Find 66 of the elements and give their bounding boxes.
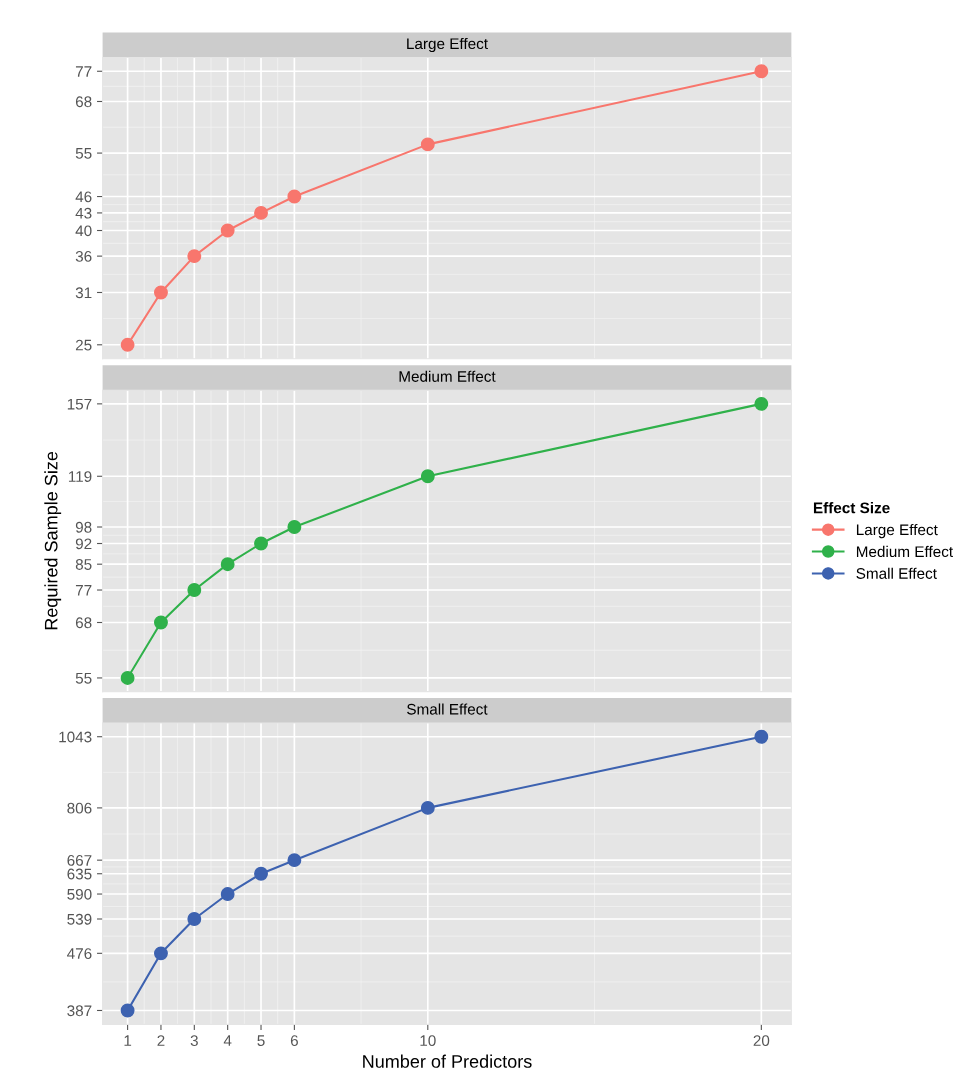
point <box>187 583 202 597</box>
y-tick-label: 43 <box>75 207 92 219</box>
chart-title: Large Effect <box>407 37 488 53</box>
y-tick-label: 77 <box>75 66 92 77</box>
y-tick-label: 590 <box>67 888 92 900</box>
y-tick-label: 36 <box>75 251 92 262</box>
x-tick-label: 6 <box>290 1035 298 1047</box>
legend-label: Medium Effect <box>856 545 953 558</box>
point <box>754 64 769 79</box>
point <box>420 137 435 152</box>
point <box>187 249 202 264</box>
point <box>420 469 435 484</box>
y-tick-label: 806 <box>67 802 92 814</box>
legend-label: Large Effect <box>856 523 938 539</box>
point <box>287 853 302 868</box>
y-tick-label: 387 <box>67 1005 92 1017</box>
point <box>420 800 435 815</box>
y-tick-label: 667 <box>67 855 92 866</box>
chart-title: Small Effect <box>407 703 488 715</box>
point <box>220 557 235 572</box>
x-axis-title: Number of Predictors <box>363 1054 532 1068</box>
y-tick-label: 77 <box>75 585 92 596</box>
y-tick-label: 25 <box>75 339 92 351</box>
x-tick-label: 2 <box>157 1035 165 1046</box>
y-tick-label: 119 <box>68 471 92 482</box>
y-tick-label: 476 <box>67 948 92 960</box>
point <box>187 912 202 926</box>
y-tick-label: 40 <box>75 225 92 237</box>
point <box>154 615 168 630</box>
point <box>254 205 268 220</box>
point <box>287 520 302 534</box>
point <box>120 670 135 685</box>
point <box>120 337 135 352</box>
point <box>754 396 769 411</box>
y-tick-label: 635 <box>67 868 92 880</box>
point <box>120 1003 135 1018</box>
y-tick-label: 539 <box>67 913 92 925</box>
y-axis-title: Required Sample Size <box>44 451 62 630</box>
point <box>754 729 769 744</box>
x-tick-label: 1 <box>124 1035 132 1046</box>
point <box>154 946 168 961</box>
legend-label: Small Effect <box>856 567 937 579</box>
point <box>154 285 168 300</box>
x-tick-label: 4 <box>223 1035 232 1046</box>
y-tick-label: 55 <box>75 672 92 684</box>
y-tick-label: 98 <box>75 521 92 533</box>
point <box>220 887 235 901</box>
legend-title: Effect Size <box>813 502 890 514</box>
y-tick-label: 157 <box>67 398 92 410</box>
point <box>254 866 268 881</box>
x-tick-label: 5 <box>257 1035 265 1047</box>
y-tick-label: 68 <box>75 617 92 629</box>
chart-title: Medium Effect <box>399 370 496 382</box>
y-tick-label: 46 <box>75 191 92 203</box>
point <box>287 189 302 204</box>
point <box>254 536 268 551</box>
y-tick-label: 68 <box>75 96 92 108</box>
y-tick-label: 1043 <box>59 731 92 743</box>
x-tick-label: 10 <box>420 1035 436 1047</box>
y-tick-label: 31 <box>75 287 92 299</box>
point <box>220 223 235 238</box>
y-tick-label: 55 <box>75 148 92 159</box>
y-tick-label: 85 <box>75 559 92 570</box>
x-tick-label: 20 <box>753 1035 770 1047</box>
y-tick-label: 92 <box>75 538 92 550</box>
x-tick-label: 3 <box>190 1035 198 1047</box>
